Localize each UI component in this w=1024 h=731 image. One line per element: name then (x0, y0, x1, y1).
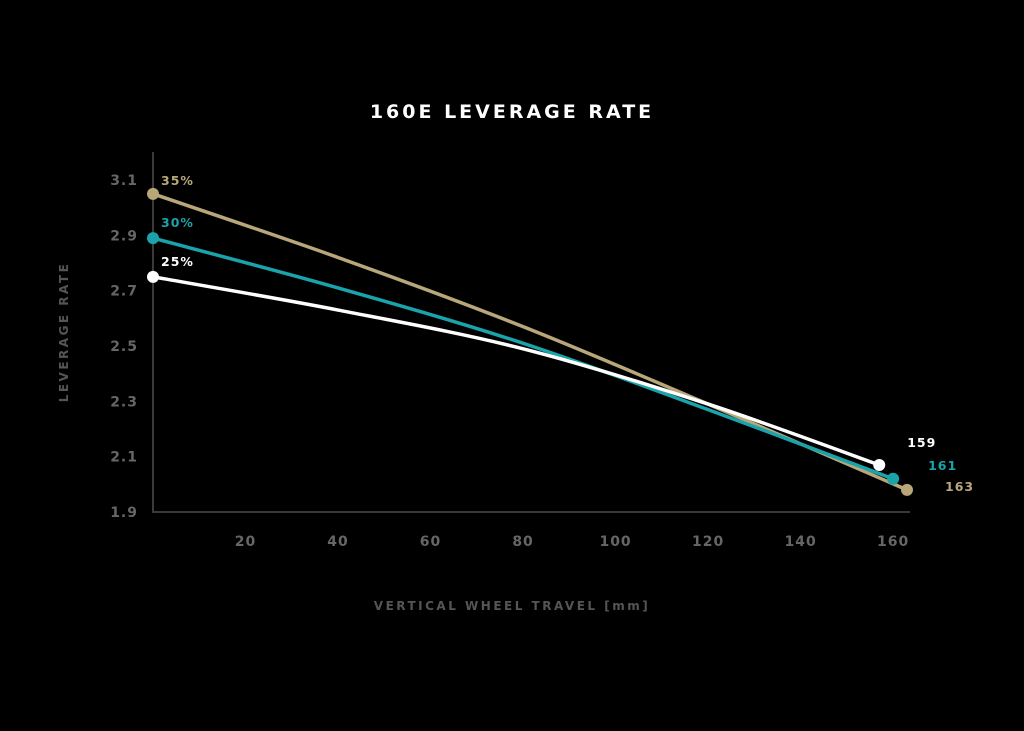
y-axis-label: LEVERAGE RATE (57, 262, 71, 403)
x-tick-label: 80 (512, 534, 533, 550)
y-tick-label: 2.5 (110, 339, 138, 355)
y-tick-label: 3.1 (110, 173, 138, 189)
series-start-point-35pct (147, 187, 159, 200)
series-line-30pct (151, 236, 895, 481)
chart-title: 160E LEVERAGE RATE (370, 101, 654, 123)
series-end-label-35pct: 163 (945, 479, 974, 494)
series-start-label-30pct: 30% (161, 215, 194, 230)
y-ticks: 1.9 2.1 2.3 2.5 2.7 2.9 3.1 (110, 173, 138, 521)
x-tick-label: 100 (599, 534, 631, 550)
series-line-25pct (151, 275, 881, 467)
y-tick-label: 2.7 (110, 284, 138, 300)
y-tick-label: 2.3 (110, 394, 138, 410)
series-end-point-25pct (873, 458, 886, 471)
x-tick-label: 60 (420, 534, 441, 550)
series-end-label-25pct: 159 (907, 435, 936, 450)
x-axis-label: VERTICAL WHEEL TRAVEL [mm] (374, 599, 650, 613)
axes (152, 152, 910, 513)
x-tick-label: 160 (877, 534, 909, 550)
y-tick-label: 2.9 (110, 228, 138, 244)
y-tick-label: 2.1 (110, 450, 138, 466)
x-tick-label: 120 (692, 534, 724, 550)
series-start-label-25pct: 25% (161, 254, 194, 269)
x-tick-label: 140 (784, 534, 816, 550)
x-tick-label: 40 (327, 534, 348, 550)
series-start-point-30pct (147, 232, 159, 245)
x-ticks: 20 40 60 80 100 120 140 160 (235, 534, 909, 550)
y-tick-label: 1.9 (110, 505, 138, 521)
series-end-point-30pct (887, 472, 900, 485)
series-group: 35% 163 30% 161 25% 159 (147, 173, 974, 496)
x-tick-label: 20 (235, 534, 256, 550)
series-line-35pct (151, 192, 909, 492)
series-end-point-35pct (901, 483, 913, 496)
series-start-point-25pct (147, 270, 159, 283)
series-start-label-35pct: 35% (161, 173, 194, 188)
series-end-label-30pct: 161 (928, 458, 957, 473)
